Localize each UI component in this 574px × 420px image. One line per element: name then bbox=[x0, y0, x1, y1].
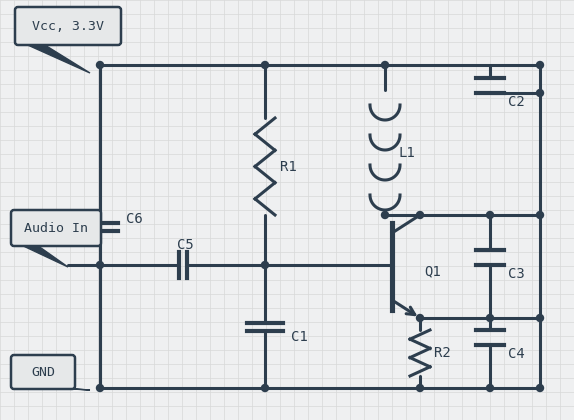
Circle shape bbox=[382, 61, 389, 68]
Circle shape bbox=[487, 384, 494, 391]
Circle shape bbox=[417, 212, 424, 218]
Circle shape bbox=[487, 315, 494, 321]
Circle shape bbox=[537, 89, 544, 97]
Polygon shape bbox=[17, 243, 68, 267]
Circle shape bbox=[262, 61, 269, 68]
Text: Vcc, 3.3V: Vcc, 3.3V bbox=[32, 19, 104, 32]
Text: R2: R2 bbox=[434, 346, 451, 360]
Text: C4: C4 bbox=[508, 346, 525, 360]
Text: R1: R1 bbox=[280, 160, 297, 173]
Circle shape bbox=[262, 262, 269, 268]
Text: L1: L1 bbox=[399, 145, 416, 160]
FancyBboxPatch shape bbox=[15, 7, 121, 45]
Text: C2: C2 bbox=[508, 94, 525, 108]
Circle shape bbox=[417, 315, 424, 321]
Text: C1: C1 bbox=[291, 330, 308, 344]
FancyBboxPatch shape bbox=[11, 210, 101, 246]
Text: Q1: Q1 bbox=[424, 265, 441, 278]
Polygon shape bbox=[17, 386, 90, 390]
Text: GND: GND bbox=[31, 365, 55, 378]
Circle shape bbox=[417, 384, 424, 391]
Circle shape bbox=[96, 262, 103, 268]
Circle shape bbox=[262, 384, 269, 391]
FancyBboxPatch shape bbox=[11, 355, 75, 389]
Circle shape bbox=[382, 212, 389, 218]
Polygon shape bbox=[21, 42, 90, 73]
Circle shape bbox=[96, 384, 103, 391]
Text: C5: C5 bbox=[177, 238, 194, 252]
Circle shape bbox=[537, 212, 544, 218]
Circle shape bbox=[537, 384, 544, 391]
Circle shape bbox=[537, 61, 544, 68]
Circle shape bbox=[537, 315, 544, 321]
Text: C3: C3 bbox=[508, 267, 525, 281]
Circle shape bbox=[487, 212, 494, 218]
Circle shape bbox=[96, 61, 103, 68]
Text: Audio In: Audio In bbox=[24, 221, 88, 234]
Text: C6: C6 bbox=[126, 212, 143, 226]
